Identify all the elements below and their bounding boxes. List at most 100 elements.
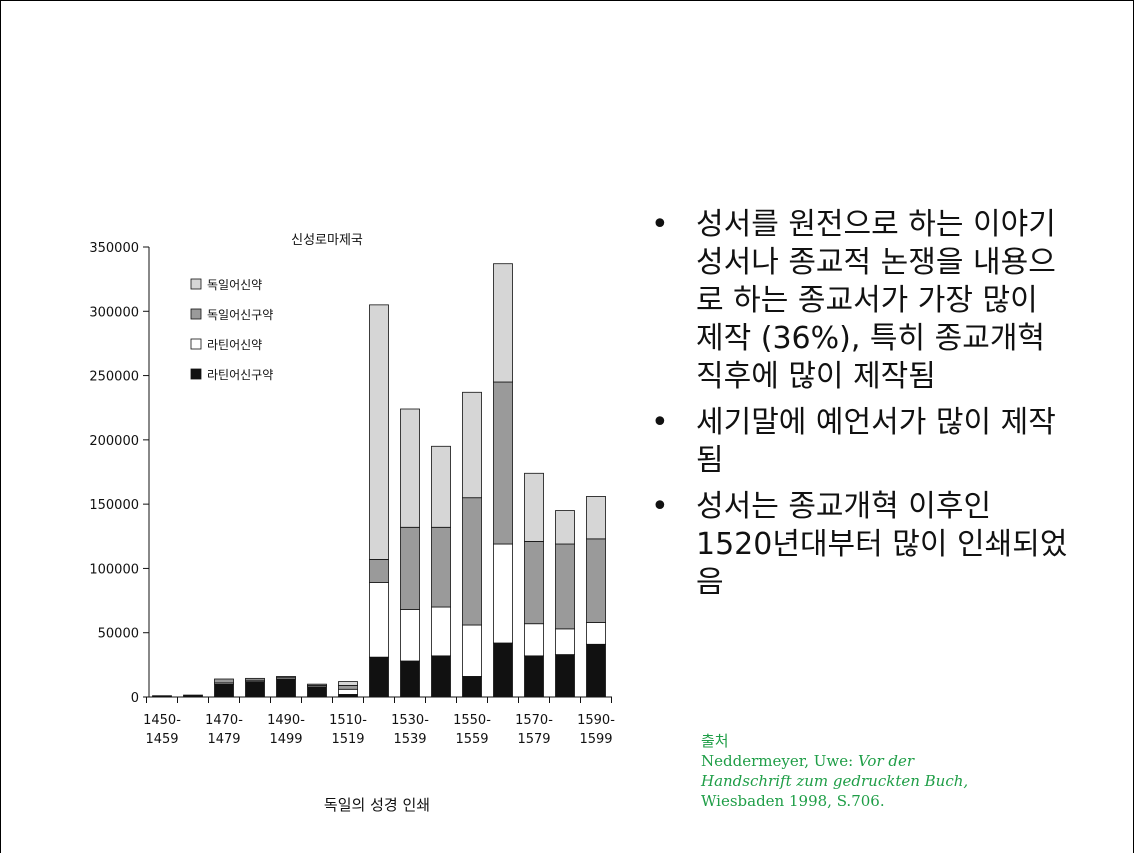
bullet-dot-icon: • (651, 489, 669, 524)
bar-segment (400, 408, 420, 528)
bar-segment (462, 391, 482, 499)
x-tick-label: 1519 (331, 732, 364, 747)
x-tick-label: 1599 (579, 732, 612, 747)
source-line-1: Neddermeyer, Uwe: Vor der (701, 751, 968, 771)
y-tick-label: 100000 (89, 562, 139, 577)
legend-swatch (190, 278, 202, 290)
x-tick-label: 1499 (269, 732, 302, 747)
bullet-dot-icon: • (651, 405, 669, 440)
bullet-text: 성서를 원전으로 하는 이야기 성서나 종교적 논쟁을 내용으로 하는 종교서가… (696, 207, 1056, 394)
bar-segment (431, 526, 451, 608)
legend-swatch (190, 368, 202, 380)
x-tick-label: 1570- (515, 713, 553, 728)
x-tick-label: 1590- (577, 713, 615, 728)
bar-segment (400, 526, 420, 610)
bar-segment (338, 688, 358, 695)
bar-segment (245, 677, 265, 681)
y-axis: 0 50000 100000 150000 200000 250000 300000 3500… (89, 241, 150, 706)
x-tick-label: 1490- (267, 713, 305, 728)
bar-segment (555, 510, 575, 545)
bar-segment (307, 686, 327, 698)
bar-segment (555, 654, 575, 698)
bar-segment (214, 683, 234, 698)
bar-segment (369, 656, 389, 698)
bar-segment (524, 472, 544, 542)
bar-segment (524, 655, 544, 698)
x-axis: 1450- 1459 1470- 1479 1490- 1499 1510- 1519 1530… (143, 696, 615, 747)
bar-segment (369, 304, 389, 560)
y-tick-label: 350000 (89, 241, 139, 256)
bar-segment (586, 622, 606, 645)
x-tick-label: 1510- (329, 713, 367, 728)
bar-segment (369, 582, 389, 658)
bullet-dot-icon: • (651, 207, 669, 242)
legend-swatch (190, 338, 202, 350)
bar-segment (524, 623, 544, 657)
bar-segment (493, 642, 513, 698)
bar-segment (369, 559, 389, 583)
x-tick-label: 1539 (393, 732, 426, 747)
legend-swatch (190, 308, 202, 320)
y-tick-label: 250000 (89, 370, 139, 385)
bar-segment (338, 681, 358, 686)
legend-label: 라틴어신구약 (207, 367, 273, 382)
x-tick-label: 1530- (391, 713, 429, 728)
legend-label: 라틴어신약 (207, 337, 262, 352)
bullet-text: 세기말에 예언서가 많이 제작됨 (696, 405, 1056, 478)
bar-segment (276, 676, 296, 679)
bar-segment (524, 541, 544, 625)
y-tick-label: 300000 (89, 305, 139, 320)
bullet-text: 성서는 종교개혁 이후인 1520년대부터 많이 인쇄되었음 (696, 489, 1068, 600)
bar-segment (400, 609, 420, 662)
source-title-part-1: Vor der (857, 752, 915, 770)
bar-segment (431, 655, 451, 698)
bar-segment (586, 538, 606, 623)
x-tick-label: 1479 (207, 732, 240, 747)
bar-segment (400, 660, 420, 698)
bullet-item: • 세기말에 예언서가 많이 제작됨 (651, 404, 1071, 480)
source-author: Neddermeyer, Uwe: (701, 752, 858, 770)
bar-chart: 신성로마제국 0 50000 100000 150000 200000 250000 300… (89, 233, 615, 814)
x-tick-label: 1470- (205, 713, 243, 728)
x-tick-label: 1579 (517, 732, 550, 747)
bar-segment (431, 606, 451, 657)
bar-segment (276, 678, 296, 698)
bar-segment (307, 683, 327, 686)
bar-segment (462, 624, 482, 677)
bar-segment (493, 381, 513, 545)
bar-segment (586, 496, 606, 540)
chart-caption: 독일의 성경 인쇄 (324, 796, 430, 814)
y-tick-label: 200000 (89, 434, 139, 449)
bar-segment (462, 676, 482, 698)
bar-segment (214, 678, 234, 684)
x-tick-label: 1450- (143, 713, 181, 728)
bullet-item: • 성서를 원전으로 하는 이야기 성서나 종교적 논쟁을 내용으로 하는 종교… (651, 206, 1071, 396)
bullet-item: • 성서는 종교개혁 이후인 1520년대부터 많이 인쇄되었음 (651, 488, 1071, 602)
bar-segment (245, 681, 265, 698)
bar-segment (431, 445, 451, 528)
x-tick-label: 1559 (455, 732, 488, 747)
y-tick-label: 150000 (89, 498, 139, 513)
source-publication: Wiesbaden 1998, S.706. (701, 792, 885, 810)
legend-label: 독일어신약 (207, 277, 262, 292)
y-tick-label: 0 (131, 691, 139, 706)
bar-segment (586, 643, 606, 698)
chart-title: 신성로마제국 (291, 233, 363, 248)
bars (152, 263, 606, 698)
bar-segment (338, 685, 358, 690)
bar-segment (462, 497, 482, 626)
x-tick-label: 1550- (453, 713, 491, 728)
source-citation: 출처 Neddermeyer, Uwe: Vor der Handschrift… (701, 731, 968, 811)
bullet-list: • 성서를 원전으로 하는 이야기 성서나 종교적 논쟁을 내용으로 하는 종교… (651, 206, 1071, 610)
source-heading: 출처 (701, 732, 729, 750)
bar-segment (555, 628, 575, 655)
bar-segment (555, 543, 575, 630)
x-tick-label: 1459 (145, 732, 178, 747)
bar-segment (493, 543, 513, 644)
source-title-part-2: Handschrift zum gedruckten Buch, (701, 772, 969, 790)
bar-segment (493, 263, 513, 383)
legend-label: 독일어신구약 (207, 307, 273, 322)
y-tick-label: 50000 (98, 627, 139, 642)
